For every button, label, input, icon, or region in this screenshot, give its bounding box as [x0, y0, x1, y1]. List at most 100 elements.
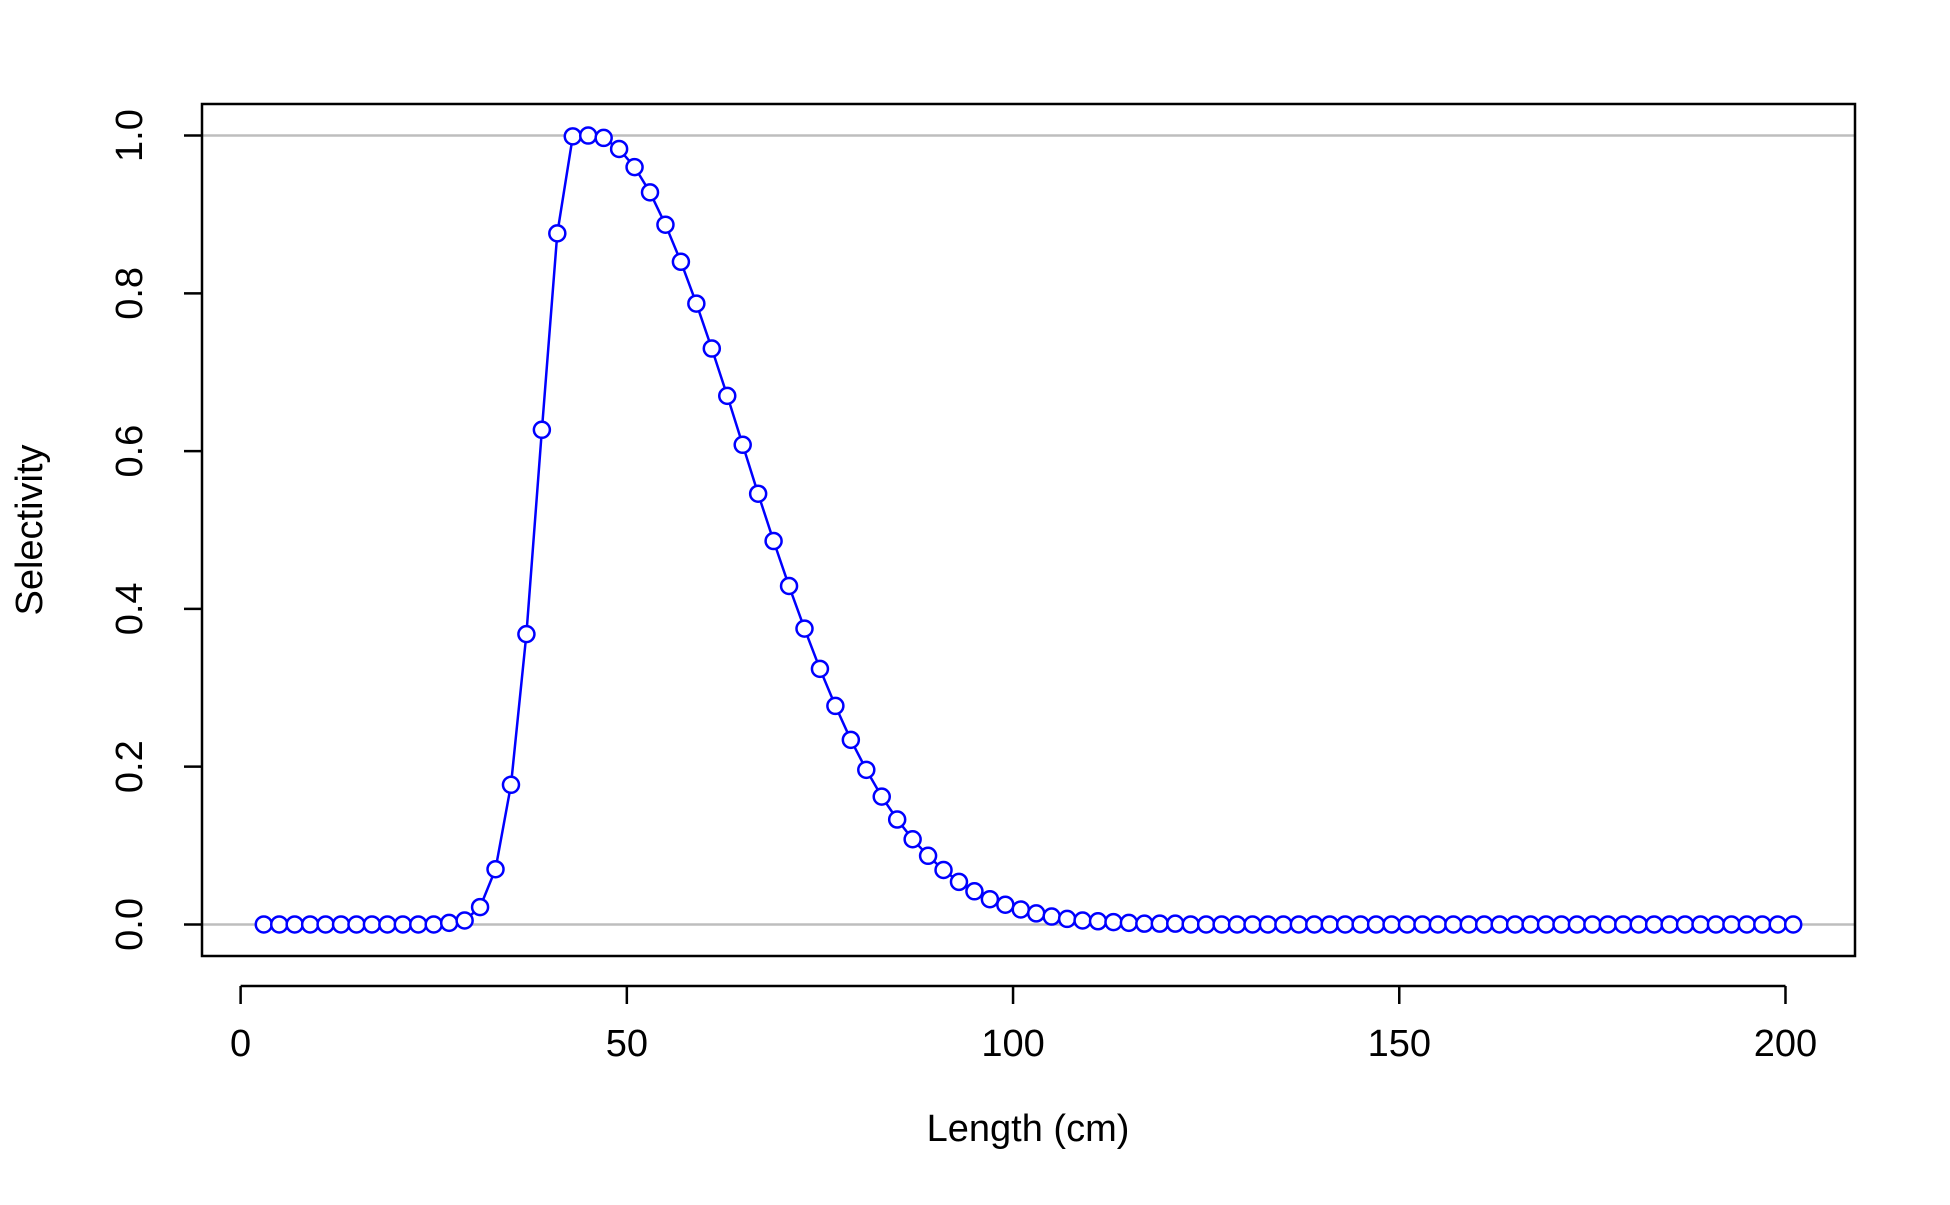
- data-point: [285, 915, 304, 934]
- plot-frame: [200, 102, 1857, 958]
- selectivity-points: [254, 126, 1803, 934]
- data-point: [393, 915, 413, 934]
- data-point: [795, 619, 814, 638]
- data-point: [1474, 915, 1494, 934]
- data-point: [1783, 915, 1803, 934]
- x-tick-label: 200: [1754, 1023, 1817, 1065]
- y-tick-label: 1.0: [109, 109, 151, 162]
- data-point: [362, 915, 382, 934]
- data-point: [1691, 915, 1710, 934]
- data-point: [1644, 915, 1664, 934]
- data-point: [748, 484, 768, 503]
- data-point: [1057, 909, 1077, 929]
- data-point: [872, 787, 891, 806]
- data-point: [1042, 907, 1061, 926]
- data-point: [1521, 915, 1540, 934]
- data-point: [1026, 904, 1046, 923]
- data-point: [1490, 915, 1509, 934]
- data-point: [548, 224, 567, 243]
- data-point: [918, 846, 938, 866]
- data-point: [733, 435, 752, 455]
- data-point: [1088, 912, 1108, 931]
- data-point: [1428, 915, 1448, 934]
- data-point: [594, 128, 613, 148]
- data-point: [625, 157, 644, 177]
- y-tick-label: 0.6: [109, 425, 151, 478]
- data-point: [439, 913, 459, 933]
- data-point: [1073, 911, 1092, 930]
- data-point: [1552, 915, 1571, 934]
- data-point: [980, 889, 1000, 909]
- data-point: [1660, 915, 1679, 934]
- data-point: [486, 859, 505, 879]
- data-point: [1289, 915, 1309, 934]
- selectivity-line: [263, 134, 1794, 926]
- data-point: [640, 183, 660, 202]
- x-axis: 0 50 100 150 200: [230, 984, 1817, 1065]
- data-point: [1274, 915, 1293, 934]
- data-point: [1351, 915, 1370, 934]
- data-point: [609, 139, 629, 159]
- data-point: [455, 911, 474, 930]
- data-point: [887, 810, 907, 829]
- data-point: [857, 760, 876, 780]
- data-point: [1320, 915, 1339, 934]
- y-tick-label: 0.2: [109, 740, 151, 793]
- data-point: [517, 624, 536, 644]
- data-point: [1135, 914, 1154, 933]
- data-point: [1119, 913, 1139, 933]
- data-point: [810, 659, 830, 679]
- data-point: [1366, 915, 1386, 934]
- data-point: [1382, 915, 1401, 934]
- data-point: [1181, 915, 1200, 934]
- data-point: [563, 127, 583, 146]
- data-point: [1629, 915, 1648, 934]
- data-point: [702, 339, 722, 358]
- y-tick-label: 0.4: [109, 582, 151, 635]
- data-point: [1413, 915, 1432, 934]
- data-point: [949, 872, 969, 892]
- data-point: [671, 252, 691, 272]
- data-point: [470, 897, 490, 917]
- data-point: [1722, 915, 1741, 934]
- data-point: [1768, 915, 1788, 934]
- data-point: [903, 829, 922, 849]
- data-point: [1737, 915, 1757, 934]
- data-point: [1675, 915, 1695, 934]
- data-point: [1444, 915, 1463, 934]
- x-tick-label: 0: [230, 1023, 251, 1065]
- data-point: [1166, 914, 1185, 933]
- data-point: [1243, 915, 1262, 934]
- data-point: [1305, 915, 1324, 934]
- data-point: [1614, 915, 1633, 934]
- data-point: [316, 915, 335, 934]
- data-point: [656, 215, 675, 234]
- x-tick-label: 50: [606, 1023, 648, 1065]
- data-point: [409, 915, 428, 934]
- data-point: [269, 915, 289, 934]
- data-point: [1505, 915, 1525, 934]
- data-point: [331, 915, 351, 934]
- data-point: [1706, 915, 1726, 934]
- data-point: [1567, 915, 1587, 934]
- data-point: [1104, 912, 1123, 932]
- data-point: [965, 882, 984, 901]
- data-point: [1258, 915, 1278, 934]
- data-point: [1753, 915, 1772, 934]
- data-point: [1536, 915, 1556, 934]
- data-point: [532, 420, 552, 440]
- data-point: [347, 915, 366, 934]
- data-point: [501, 775, 521, 795]
- data-point: [424, 915, 443, 934]
- y-axis: 0.0 0.2 0.4 0.6 0.8 1.0: [109, 109, 202, 951]
- data-point: [1150, 914, 1170, 933]
- data-point: [1227, 915, 1247, 934]
- x-tick-label: 100: [981, 1023, 1044, 1065]
- data-point: [841, 730, 861, 750]
- data-point: [578, 126, 598, 145]
- data-point: [1598, 915, 1618, 934]
- data-point: [254, 915, 274, 934]
- data-point: [718, 386, 737, 406]
